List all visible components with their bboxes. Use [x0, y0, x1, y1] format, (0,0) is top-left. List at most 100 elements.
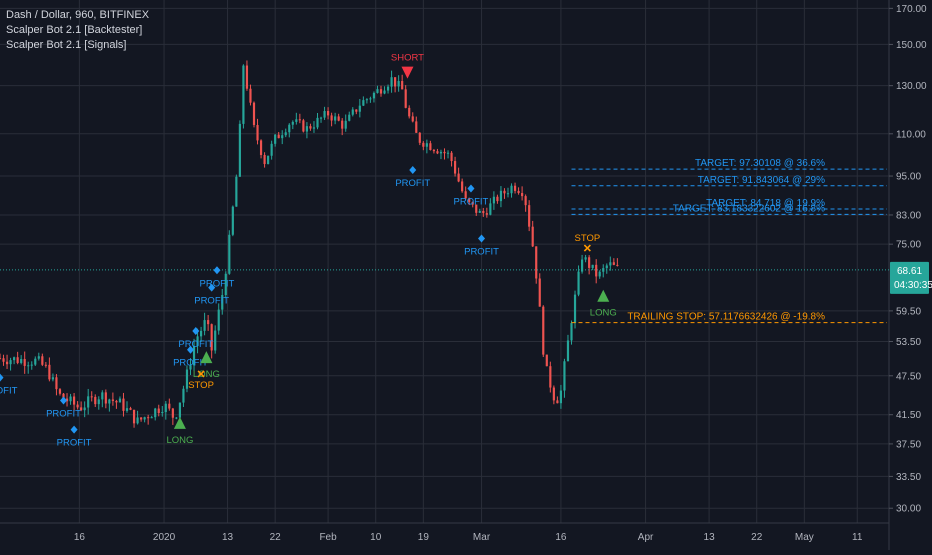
candle-body	[499, 190, 503, 202]
profit-diamond-icon	[60, 396, 67, 405]
signal-short[interactable]: SHORT	[391, 53, 424, 79]
candle	[235, 174, 238, 207]
candle-body	[147, 417, 150, 419]
signal-profit[interactable]: PROFIT	[194, 283, 229, 307]
candle	[9, 357, 12, 371]
signal-profit[interactable]: PROFIT	[178, 326, 213, 350]
candle-body	[379, 89, 383, 94]
candle-body	[104, 392, 107, 404]
signal-profit[interactable]: PROFIT	[46, 396, 81, 419]
candle	[443, 148, 446, 160]
grid	[0, 0, 889, 523]
price-tick-label: 170.00	[896, 4, 927, 15]
indicator-backtester[interactable]: Scalper Bot 2.1 [Backtester]	[6, 24, 143, 36]
candle-body	[207, 320, 210, 325]
symbol-title[interactable]: Dash / Dollar, 960, BITFINEX	[6, 9, 150, 21]
candle	[309, 123, 312, 131]
candle	[439, 149, 443, 160]
candle	[394, 77, 397, 93]
candle	[415, 116, 418, 133]
candle-body	[189, 365, 192, 370]
candle-body	[570, 323, 573, 341]
candle	[595, 259, 598, 284]
candle-body	[461, 181, 464, 192]
candle-body	[436, 151, 439, 154]
candle-body	[108, 399, 111, 404]
time-tick-label: 16	[74, 532, 86, 543]
candle-body	[249, 88, 252, 103]
candle	[602, 264, 605, 278]
candle	[348, 111, 351, 122]
long-triangle-icon	[597, 289, 610, 302]
price-tick-label: 75.00	[896, 240, 921, 251]
candle	[302, 118, 305, 133]
candle	[422, 141, 425, 151]
candle-body	[372, 92, 376, 99]
candle-body	[397, 81, 400, 87]
target-label: TARGET: 97.30108 @ 36.6%	[695, 158, 825, 169]
indicator-signals[interactable]: Scalper Bot 2.1 [Signals]	[6, 39, 127, 51]
signal-profit[interactable]: PROFIT	[173, 345, 208, 369]
candle-body	[390, 77, 393, 87]
candle	[334, 112, 337, 125]
chart-legend: Dash / Dollar, 960, BITFINEX Scalper Bot…	[6, 8, 149, 53]
candle-body	[475, 204, 478, 213]
candle	[411, 112, 414, 123]
short-triangle-icon	[401, 66, 414, 79]
signal-profit[interactable]: PROFIT	[200, 266, 235, 289]
candle	[242, 64, 245, 129]
candle	[20, 355, 23, 365]
candle	[492, 191, 495, 210]
signal-long[interactable]: LONG	[193, 351, 220, 380]
candle-body	[210, 324, 213, 351]
trailing-stop-label: TRAILING STOP: 57.1176632426 @ -19.8%	[627, 312, 825, 323]
candle-body	[94, 396, 97, 405]
price-tick-label: 41.50	[896, 410, 921, 421]
candle	[580, 254, 584, 274]
candle	[556, 396, 559, 404]
signal-long[interactable]: LONG	[166, 416, 193, 446]
candle-body	[549, 366, 552, 388]
price-tick-label: 83.00	[896, 210, 921, 221]
signal-stop[interactable]: STOP	[188, 370, 214, 391]
time-axis[interactable]: 16 2020 13 22 Feb 10 19 Mar 16 Apr 13 22 May 11	[74, 532, 863, 543]
candle	[365, 98, 368, 104]
price-tick-label: 110.00	[896, 129, 926, 140]
candle-body	[376, 89, 379, 93]
candle-body	[330, 115, 333, 121]
signal-stop[interactable]: STOP	[575, 233, 601, 252]
candle-body	[245, 65, 249, 89]
candle-body	[203, 320, 206, 331]
candle	[517, 187, 520, 195]
candle	[609, 256, 612, 271]
signal-profit[interactable]: PROFIT	[0, 373, 18, 397]
candle-body	[16, 357, 19, 363]
signal-label: PROFIT	[0, 386, 18, 397]
candle	[298, 113, 301, 124]
candle-body	[334, 116, 337, 121]
candle-body	[259, 140, 263, 156]
signal-long[interactable]: LONG	[590, 289, 617, 319]
signal-profit[interactable]: PROFIT	[57, 425, 92, 449]
price-axis[interactable]: 170.00 150.00 130.00 110.00 95.00 83.00 75.00 5…	[889, 4, 927, 515]
candle	[573, 290, 577, 329]
signal-profit[interactable]: PROFIT	[464, 234, 499, 257]
target-label: TARGET: 83.183322602 @ 16.8%	[673, 203, 825, 214]
candle-body	[535, 246, 538, 279]
candle	[277, 132, 280, 139]
candle-body	[341, 120, 344, 129]
candle-body	[178, 402, 182, 418]
candle-body	[573, 294, 577, 324]
candle-body	[485, 213, 488, 215]
current-price-tag[interactable]: 68.61 04:30:35	[890, 261, 932, 294]
candle	[192, 338, 196, 371]
signal-profit[interactable]: PROFIT	[454, 184, 489, 207]
signal-profit[interactable]: PROFIT	[395, 166, 430, 189]
candle-body	[584, 257, 587, 260]
candle	[263, 152, 266, 168]
candle-body	[609, 262, 612, 266]
signal-label: PROFIT	[200, 278, 235, 289]
candle-body	[295, 119, 298, 122]
